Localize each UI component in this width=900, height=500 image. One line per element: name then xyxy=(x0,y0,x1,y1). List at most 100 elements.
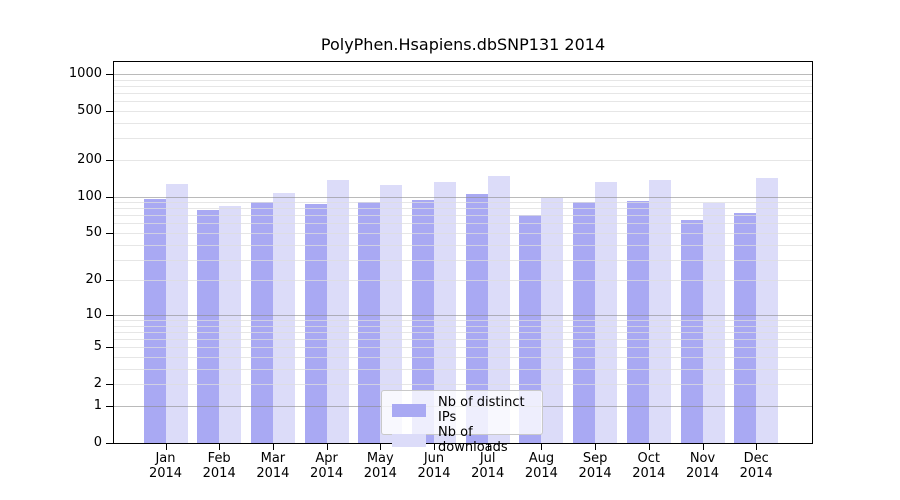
x-tick-month: May xyxy=(366,451,394,466)
x-tick-label-mar: Mar 2014 xyxy=(243,451,303,481)
x-tick-label-jul: Jul 2014 xyxy=(458,451,518,481)
bar-distinct-ips-oct xyxy=(626,200,649,443)
bar-downloads-oct xyxy=(648,179,671,443)
x-tick-year: 2014 xyxy=(363,466,397,481)
x-tick-label-sep: Sep 2014 xyxy=(565,451,625,481)
x-tick-month: Oct xyxy=(637,451,661,466)
x-tick-year: 2014 xyxy=(578,466,612,481)
bar-downloads-dec xyxy=(756,178,779,443)
y-tick-label: 2 xyxy=(93,376,102,392)
y-tick-label: 20 xyxy=(85,272,102,288)
x-tick-label-feb: Feb 2014 xyxy=(189,451,249,481)
x-tick-year: 2014 xyxy=(632,466,666,481)
x-tick-year: 2014 xyxy=(148,466,183,481)
y-tick-mark xyxy=(106,233,113,234)
x-tick-year: 2014 xyxy=(524,466,558,481)
x-tick-month: Mar xyxy=(260,451,286,466)
legend-label-downloads: Nb of downloads xyxy=(438,425,508,455)
x-tick-label-oct: Oct 2014 xyxy=(619,451,679,481)
bar-distinct-ips-jun xyxy=(412,200,434,443)
bar-downloads-nov xyxy=(702,203,725,443)
y-tick-mark xyxy=(106,314,113,316)
x-tick-mark xyxy=(648,444,650,450)
y-tick-mark xyxy=(106,73,113,75)
x-tick-label-apr: Apr 2014 xyxy=(297,451,357,481)
bar-downloads-apr xyxy=(326,180,349,443)
y-tick-label: 0 xyxy=(93,435,102,450)
x-tick-year: 2014 xyxy=(417,466,451,481)
bar-downloads-feb xyxy=(219,205,242,443)
x-tick-label-jan: Jan 2014 xyxy=(136,451,196,481)
x-tick-mark xyxy=(756,444,758,450)
bar-downloads-jan xyxy=(165,183,188,443)
x-tick-mark xyxy=(219,444,221,450)
x-tick-mark xyxy=(702,444,704,450)
x-tick-mark xyxy=(380,444,382,450)
y-tick-mark xyxy=(106,110,113,112)
x-tick-month: Jul xyxy=(479,451,496,466)
x-tick-month: Sep xyxy=(582,451,608,466)
bars-layer xyxy=(114,62,812,443)
bar-distinct-ips-jul xyxy=(465,194,488,443)
y-tick-label: 1000 xyxy=(68,65,102,81)
y-tick-label: 1 xyxy=(93,398,102,413)
bar-distinct-ips-may xyxy=(358,201,381,443)
x-tick-year: 2014 xyxy=(256,466,290,481)
bar-downloads-jun xyxy=(434,181,456,443)
legend-row-downloads: Nb of downloads xyxy=(392,425,532,455)
x-tick-mark xyxy=(541,444,543,450)
y-tick-label: 5 xyxy=(93,339,102,355)
x-tick-month: Jan xyxy=(155,451,176,466)
legend: Nb of distinct IPs Nb of downloads xyxy=(381,390,543,455)
bar-distinct-ips-nov xyxy=(680,220,703,443)
x-tick-year: 2014 xyxy=(471,466,505,481)
bar-downloads-sep xyxy=(595,182,618,443)
x-tick-mark xyxy=(487,444,489,450)
bar-downloads-mar xyxy=(272,192,295,443)
x-tick-month: Aug xyxy=(528,451,555,466)
x-tick-label-jun: Jun 2014 xyxy=(404,451,464,481)
bar-distinct-ips-feb xyxy=(197,209,220,443)
x-tick-year: 2014 xyxy=(310,466,344,481)
x-tick-year: 2014 xyxy=(202,466,236,481)
bar-distinct-ips-jan xyxy=(143,199,166,443)
x-tick-mark xyxy=(165,444,167,450)
y-tick-label: 50 xyxy=(85,225,102,240)
x-tick-label-dec: Dec 2014 xyxy=(726,451,786,481)
bar-distinct-ips-dec xyxy=(734,213,757,443)
bar-distinct-ips-apr xyxy=(304,204,327,443)
x-tick-label-nov: Nov 2014 xyxy=(673,451,733,481)
y-tick-mark xyxy=(106,406,113,407)
x-tick-mark xyxy=(434,444,435,450)
bar-downloads-jul xyxy=(487,175,510,443)
y-tick-label: 100 xyxy=(77,188,102,204)
legend-row-distinct-ips: Nb of distinct IPs xyxy=(392,395,532,425)
legend-label-distinct-ips: Nb of distinct IPs xyxy=(438,395,525,425)
bar-distinct-ips-mar xyxy=(250,201,273,443)
legend-swatch-downloads xyxy=(392,433,426,447)
y-tick-label: 200 xyxy=(77,151,102,167)
bar-distinct-ips-sep xyxy=(573,201,596,443)
bar-distinct-ips-aug xyxy=(519,214,542,443)
x-tick-month: Jun xyxy=(423,451,445,466)
x-tick-year: 2014 xyxy=(685,466,720,481)
x-tick-label-may: May 2014 xyxy=(350,451,410,481)
y-tick-label: 10 xyxy=(85,306,102,322)
y-tick-mark xyxy=(106,196,113,198)
x-tick-label-aug: Aug 2014 xyxy=(511,451,571,481)
x-tick-month: Dec xyxy=(743,451,769,466)
y-tick-mark xyxy=(106,159,113,161)
x-tick-month: Nov xyxy=(689,451,716,466)
legend-swatch-distinct-ips xyxy=(392,403,426,417)
x-tick-mark xyxy=(595,444,597,450)
plot-area xyxy=(113,61,813,444)
x-tick-month: Feb xyxy=(207,451,231,466)
x-tick-month: Apr xyxy=(315,451,338,466)
bar-downloads-aug xyxy=(541,198,564,443)
x-tick-mark xyxy=(272,444,274,450)
x-tick-year: 2014 xyxy=(739,466,773,481)
x-tick-mark xyxy=(326,444,328,450)
y-tick-mark xyxy=(106,280,113,282)
y-tick-mark xyxy=(106,347,113,349)
